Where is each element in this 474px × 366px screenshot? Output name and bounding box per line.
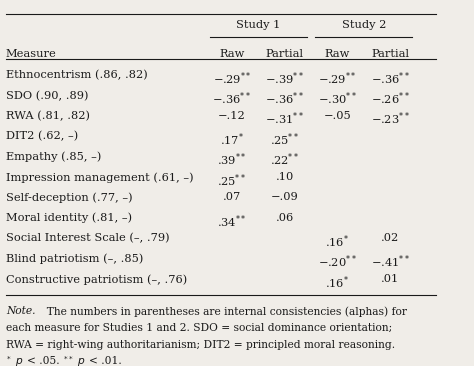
Text: −.31$^{**}$: −.31$^{**}$ [265,111,304,127]
Text: −.36$^{**}$: −.36$^{**}$ [371,70,410,87]
Text: $^{*}$: $^{*}$ [6,356,11,366]
Text: .02: .02 [381,233,399,243]
Text: −.05: −.05 [324,111,351,121]
Text: −.30$^{**}$: −.30$^{**}$ [318,90,357,107]
Text: .10: .10 [275,172,294,182]
Text: Impression management (.61, –): Impression management (.61, –) [6,172,193,183]
Text: Constructive patriotism (–, .76): Constructive patriotism (–, .76) [6,274,187,285]
Text: Empathy (.85, –): Empathy (.85, –) [6,152,101,162]
Text: −.12: −.12 [218,111,246,121]
Text: Moral identity (.81, –): Moral identity (.81, –) [6,213,132,224]
Text: DIT2 (.62, –): DIT2 (.62, –) [6,131,78,142]
Text: RWA = right-wing authoritarianism; DIT2 = principled moral reasoning.: RWA = right-wing authoritarianism; DIT2 … [6,340,395,350]
Text: each measure for Studies 1 and 2. SDO = social dominance orientation;: each measure for Studies 1 and 2. SDO = … [6,323,392,333]
Text: Ethnocentrism (.86, .82): Ethnocentrism (.86, .82) [6,70,147,80]
Text: .17$^{*}$: .17$^{*}$ [220,131,244,148]
Text: Study 1: Study 1 [236,20,281,30]
Text: The numbers in parentheses are internal consistencies (alphas) for: The numbers in parentheses are internal … [40,306,407,317]
Text: Partial: Partial [266,49,304,59]
Text: −.36$^{**}$: −.36$^{**}$ [212,90,252,107]
Text: SDO (.90, .89): SDO (.90, .89) [6,90,88,101]
Text: .22$^{**}$: .22$^{**}$ [270,152,300,168]
Text: .34$^{**}$: .34$^{**}$ [217,213,247,229]
Text: −.39$^{**}$: −.39$^{**}$ [265,70,304,87]
Text: .16$^{*}$: .16$^{*}$ [326,274,349,291]
Text: RWA (.81, .82): RWA (.81, .82) [6,111,90,121]
Text: −.26$^{**}$: −.26$^{**}$ [371,90,410,107]
Text: −.23$^{**}$: −.23$^{**}$ [371,111,410,127]
Text: .01: .01 [381,274,399,284]
Text: −.41$^{**}$: −.41$^{**}$ [371,254,410,270]
Text: .07: .07 [223,193,241,202]
Text: < .05.: < .05. [27,356,60,366]
Text: −.29$^{**}$: −.29$^{**}$ [213,70,251,87]
Text: .25$^{**}$: .25$^{**}$ [270,131,300,148]
Text: .06: .06 [275,213,294,223]
Text: Self-deception (.77, –): Self-deception (.77, –) [6,193,132,203]
Text: Partial: Partial [371,49,409,59]
Text: Blind patriotism (–, .85): Blind patriotism (–, .85) [6,254,143,264]
Text: Raw: Raw [325,49,350,59]
Text: −.36$^{**}$: −.36$^{**}$ [265,90,304,107]
Text: Raw: Raw [219,49,245,59]
Text: −.29$^{**}$: −.29$^{**}$ [318,70,357,87]
Text: −.20$^{**}$: −.20$^{**}$ [318,254,357,270]
Text: $p$: $p$ [16,356,24,366]
Text: $p$: $p$ [77,356,86,366]
Text: .16$^{*}$: .16$^{*}$ [326,233,349,250]
Text: Measure: Measure [6,49,56,59]
Text: $^{**}$: $^{**}$ [63,356,73,366]
Text: < .01.: < .01. [89,356,121,366]
Text: .25$^{**}$: .25$^{**}$ [218,172,246,188]
Text: Note.: Note. [6,306,35,316]
Text: Study 2: Study 2 [342,20,386,30]
Text: .39$^{**}$: .39$^{**}$ [217,152,247,168]
Text: −.09: −.09 [271,193,299,202]
Text: Social Interest Scale (–, .79): Social Interest Scale (–, .79) [6,233,169,244]
